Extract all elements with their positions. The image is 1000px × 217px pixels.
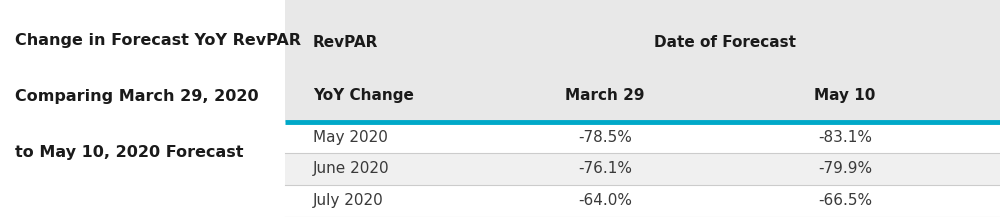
Text: RevPAR: RevPAR	[313, 35, 378, 50]
FancyBboxPatch shape	[0, 0, 285, 217]
FancyBboxPatch shape	[285, 185, 1000, 217]
Text: May 2020: May 2020	[313, 130, 388, 145]
Text: June 2020: June 2020	[313, 161, 390, 176]
Text: -78.5%: -78.5%	[578, 130, 632, 145]
FancyBboxPatch shape	[285, 153, 1000, 185]
Text: to May 10, 2020 Forecast: to May 10, 2020 Forecast	[15, 145, 244, 160]
FancyBboxPatch shape	[285, 0, 1000, 217]
Text: -66.5%: -66.5%	[818, 193, 872, 209]
Text: YoY Change: YoY Change	[313, 88, 414, 103]
Text: Change in Forecast YoY RevPAR: Change in Forecast YoY RevPAR	[15, 33, 301, 48]
Text: -83.1%: -83.1%	[818, 130, 872, 145]
Text: Date of Forecast: Date of Forecast	[654, 35, 796, 50]
Text: -76.1%: -76.1%	[578, 161, 632, 176]
Text: Comparing March 29, 2020: Comparing March 29, 2020	[15, 89, 259, 104]
Text: May 10: May 10	[814, 88, 876, 103]
Text: March 29: March 29	[565, 88, 645, 103]
Text: -79.9%: -79.9%	[818, 161, 872, 176]
Text: -64.0%: -64.0%	[578, 193, 632, 209]
Text: July 2020: July 2020	[313, 193, 384, 209]
FancyBboxPatch shape	[285, 122, 1000, 153]
